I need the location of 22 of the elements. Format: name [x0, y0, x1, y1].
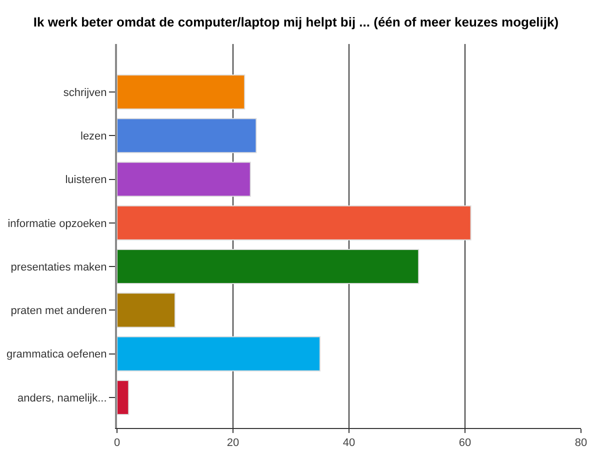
x-tick-label: 20 [226, 437, 240, 450]
bar [117, 336, 320, 372]
bar [117, 162, 251, 197]
bar [117, 292, 176, 328]
x-tick-label: 0 [114, 437, 120, 450]
bar [117, 74, 246, 110]
chart-title: Ik werk beter omdat de computer/laptop mij helpt bij ... (één of meer keuzes mogelijk) [33, 14, 559, 30]
y-tick-label: praten met anderen [10, 305, 107, 318]
bar [117, 118, 257, 154]
y-tick-label: presentaties maken [10, 261, 107, 274]
y-tick-label: schrijven [63, 86, 107, 99]
x-tick-label: 40 [342, 437, 356, 450]
y-tick-label: grammatica oefenen [6, 348, 107, 361]
y-tick-label: luisteren [65, 174, 107, 186]
y-tick-label: anders, namelijk... [18, 392, 107, 404]
bar [117, 249, 420, 284]
y-tick-label: informatie opzoeken [8, 218, 107, 230]
bar [117, 380, 130, 415]
y-tick-label: lezen [80, 130, 107, 142]
x-tick-label: 60 [458, 437, 472, 450]
x-tick-label: 80 [574, 437, 588, 450]
bar [117, 205, 472, 240]
